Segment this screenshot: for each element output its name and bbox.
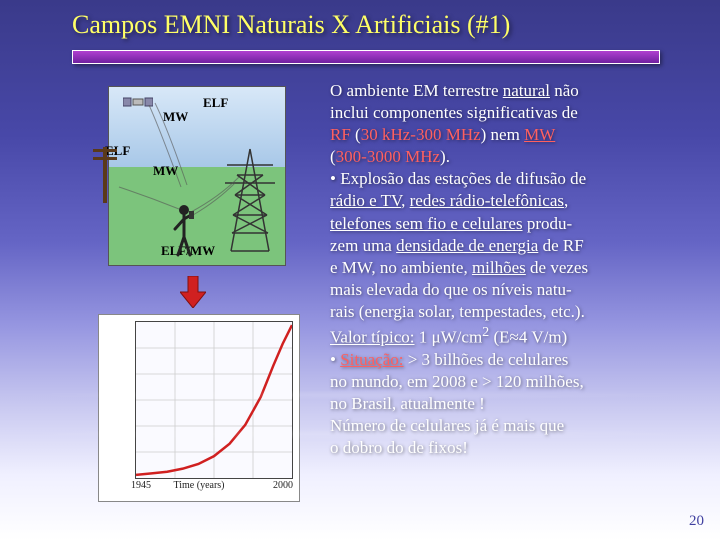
t: de RF (538, 236, 583, 255)
t: de vezes (526, 258, 588, 277)
bg-wave (0, 390, 720, 400)
t: ( (351, 125, 361, 144)
t: 1 μW/cm (415, 328, 483, 347)
t: 300-3000 MHz (336, 147, 440, 166)
t: inclui componentes significativas de (330, 103, 578, 122)
scene-illustration: ELF MW ELF MW ELF/MW (108, 86, 286, 266)
power-density-chart: Power Density (Watts) 1945 Time (years) … (98, 314, 300, 502)
t: não (550, 81, 579, 100)
slide-title: Campos EMNI Naturais X Artificiais (#1) (72, 10, 510, 40)
t: rádio e TV (330, 191, 401, 210)
body-text: O ambiente EM terrestre natural não incl… (330, 80, 706, 459)
t: mais elevada do que os níveis natu- (330, 280, 572, 299)
t: ) nem (481, 125, 524, 144)
t: densidade de energia (396, 236, 538, 255)
t: • (330, 350, 340, 369)
t: milhões (472, 258, 526, 277)
wave-lines (109, 87, 287, 267)
chart-xtick-end: 2000 (273, 480, 293, 491)
chart-svg (136, 322, 292, 478)
chart-xtick-start: 1945 (131, 480, 151, 491)
t: telefones sem fio e celulares (330, 214, 523, 233)
t: natural (503, 81, 550, 100)
title-underline-bar (72, 50, 660, 64)
t: • Explosão das estações de difusão de (330, 169, 586, 188)
t: no mundo, em 2008 e > 120 milhões, (330, 372, 584, 391)
t: O ambiente EM terrestre (330, 81, 503, 100)
t: > 3 bilhões de celulares (403, 350, 568, 369)
t: , (401, 191, 410, 210)
t: Valor típico: (330, 328, 415, 347)
t: redes rádio-telefônicas (410, 191, 564, 210)
bg-wave (0, 428, 720, 440)
t: Situação: (340, 350, 403, 369)
down-arrow-icon (180, 276, 206, 308)
t: (E≈4 V/m) (489, 328, 567, 347)
t: 30 kHz-300 MHz (361, 125, 481, 144)
chart-xlabel: Time (years) (173, 480, 224, 491)
t: zem uma (330, 236, 396, 255)
t: rais (energia solar, tempestades, etc.). (330, 302, 585, 321)
t: e MW, no ambiente, (330, 258, 472, 277)
t: o dobro do de fixos! (330, 438, 468, 457)
t: ). (440, 147, 450, 166)
chart-plot-area (135, 321, 293, 479)
t: RF (330, 125, 351, 144)
person-icon (171, 203, 197, 257)
slide-number: 20 (689, 513, 704, 530)
utility-pole (103, 147, 107, 203)
t: MW (524, 125, 555, 144)
t: , (564, 191, 568, 210)
t: produ- (523, 214, 573, 233)
